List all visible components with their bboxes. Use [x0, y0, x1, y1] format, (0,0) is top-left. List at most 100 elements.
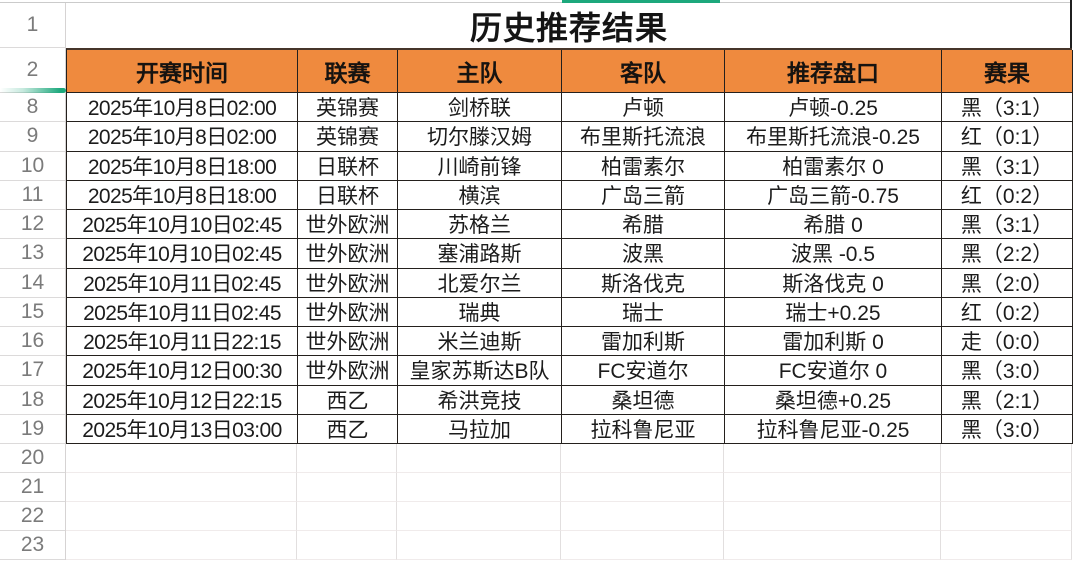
cell-league[interactable]: 西乙 [298, 414, 398, 444]
cell-kickoff-time[interactable]: 2025年10月11日22:15 [67, 327, 298, 357]
row-number[interactable]: 12 [0, 210, 65, 240]
empty-cell[interactable] [397, 444, 561, 473]
cell-league[interactable]: 西乙 [298, 385, 398, 415]
row-number[interactable]: 8 [0, 93, 65, 123]
empty-cell[interactable] [66, 444, 297, 473]
header-handicap[interactable]: 推荐盘口 [725, 50, 942, 93]
cell-handicap[interactable]: 桑坦德+0.25 [725, 385, 942, 415]
empty-cell[interactable] [397, 531, 561, 560]
cell-result[interactable]: 黑（3:0） [942, 356, 1073, 386]
cell-result[interactable]: 红（0:2） [942, 297, 1073, 327]
cell-away-team[interactable]: 希腊 [562, 210, 725, 240]
row-number[interactable]: 14 [0, 269, 65, 298]
cell-kickoff-time[interactable]: 2025年10月12日22:15 [67, 385, 298, 415]
cell-result[interactable]: 黑（3:0） [942, 414, 1073, 444]
cell-away-team[interactable]: 卢顿 [562, 93, 725, 123]
cell-result[interactable]: 走（0:0） [942, 327, 1073, 357]
cell-handicap[interactable]: FC安道尔 0 [725, 356, 942, 386]
empty-cell[interactable] [941, 473, 1072, 502]
cell-league[interactable]: 日联杯 [298, 151, 398, 181]
title-cell[interactable]: 历史推荐结果 [66, 3, 1072, 48]
cell-home-team[interactable]: 米兰迪斯 [398, 327, 562, 357]
cell-away-team[interactable]: 广岛三箭 [562, 180, 725, 210]
header-result[interactable]: 赛果 [942, 50, 1073, 93]
cell-kickoff-time[interactable]: 2025年10月10日02:45 [67, 210, 298, 240]
cell-result[interactable]: 黑（2:0） [942, 268, 1073, 298]
cell-away-team[interactable]: 桑坦德 [562, 385, 725, 415]
cell-away-team[interactable]: 瑞士 [562, 297, 725, 327]
cell-kickoff-time[interactable]: 2025年10月12日00:30 [67, 356, 298, 386]
cell-away-team[interactable]: FC安道尔 [562, 356, 725, 386]
row-number[interactable]: 23 [0, 531, 65, 560]
empty-cell[interactable] [66, 473, 297, 502]
cell-handicap[interactable]: 瑞士+0.25 [725, 297, 942, 327]
cell-handicap[interactable]: 波黑 -0.5 [725, 239, 942, 269]
header-league[interactable]: 联赛 [298, 50, 398, 93]
empty-cell[interactable] [297, 531, 397, 560]
empty-cell[interactable] [397, 502, 561, 531]
row-number[interactable]: 15 [0, 298, 65, 327]
cell-kickoff-time[interactable]: 2025年10月8日02:00 [67, 122, 298, 152]
cell-result[interactable]: 红（0:2） [942, 180, 1073, 210]
row-number[interactable]: 11 [0, 181, 65, 210]
cell-away-team[interactable]: 柏雷素尔 [562, 151, 725, 181]
empty-cell[interactable] [297, 473, 397, 502]
empty-cell[interactable] [941, 502, 1072, 531]
cell-handicap[interactable]: 希腊 0 [725, 210, 942, 240]
empty-cell[interactable] [297, 502, 397, 531]
cell-league[interactable]: 世外欧洲 [298, 356, 398, 386]
cell-league[interactable]: 世外欧洲 [298, 268, 398, 298]
empty-cell[interactable] [66, 502, 297, 531]
row-number[interactable]: 13 [0, 239, 65, 269]
empty-cell[interactable] [724, 444, 941, 473]
row-number[interactable]: 18 [0, 386, 65, 415]
cell-home-team[interactable]: 塞浦路斯 [398, 239, 562, 269]
cell-result[interactable]: 黑（2:1） [942, 385, 1073, 415]
empty-cell[interactable] [397, 473, 561, 502]
cell-away-team[interactable]: 拉科鲁尼亚 [562, 414, 725, 444]
empty-cell[interactable] [66, 531, 297, 560]
cell-home-team[interactable]: 希洪竞技 [398, 385, 562, 415]
row-number[interactable]: 2 [0, 48, 65, 93]
header-kickoff-time[interactable]: 开赛时间 [67, 50, 298, 93]
cell-league[interactable]: 世外欧洲 [298, 210, 398, 240]
cell-kickoff-time[interactable]: 2025年10月13日03:00 [67, 414, 298, 444]
cell-home-team[interactable]: 马拉加 [398, 414, 562, 444]
cell-league[interactable]: 日联杯 [298, 180, 398, 210]
cell-handicap[interactable]: 雷加利斯 0 [725, 327, 942, 357]
cell-home-team[interactable]: 横滨 [398, 180, 562, 210]
cell-handicap[interactable]: 布里斯托流浪-0.25 [725, 122, 942, 152]
row-number[interactable]: 1 [0, 3, 65, 48]
cell-kickoff-time[interactable]: 2025年10月11日02:45 [67, 268, 298, 298]
cell-kickoff-time[interactable]: 2025年10月8日18:00 [67, 151, 298, 181]
cell-handicap[interactable]: 卢顿-0.25 [725, 93, 942, 123]
cell-kickoff-time[interactable]: 2025年10月10日02:45 [67, 239, 298, 269]
cell-handicap[interactable]: 广岛三箭-0.75 [725, 180, 942, 210]
cell-away-team[interactable]: 布里斯托流浪 [562, 122, 725, 152]
cell-home-team[interactable]: 苏格兰 [398, 210, 562, 240]
row-number[interactable]: 21 [0, 473, 65, 502]
cell-home-team[interactable]: 皇家苏斯达B队 [398, 356, 562, 386]
empty-cell[interactable] [561, 531, 724, 560]
cell-kickoff-time[interactable]: 2025年10月11日02:45 [67, 297, 298, 327]
cell-result[interactable]: 黑（3:1） [942, 151, 1073, 181]
row-number[interactable]: 10 [0, 152, 65, 181]
cell-kickoff-time[interactable]: 2025年10月8日18:00 [67, 180, 298, 210]
empty-cell[interactable] [724, 531, 941, 560]
empty-cell[interactable] [561, 444, 724, 473]
cell-away-team[interactable]: 波黑 [562, 239, 725, 269]
cell-result[interactable]: 黑（3:1） [942, 93, 1073, 123]
cell-home-team[interactable]: 剑桥联 [398, 93, 562, 123]
cell-result[interactable]: 黑（2:2） [942, 239, 1073, 269]
empty-cell[interactable] [724, 502, 941, 531]
empty-cell[interactable] [724, 473, 941, 502]
cell-handicap[interactable]: 柏雷素尔 0 [725, 151, 942, 181]
cell-result[interactable]: 黑（3:1） [942, 210, 1073, 240]
row-number[interactable]: 19 [0, 415, 65, 444]
row-number[interactable]: 16 [0, 327, 65, 357]
cell-league[interactable]: 世外欧洲 [298, 327, 398, 357]
empty-cell[interactable] [561, 473, 724, 502]
cell-kickoff-time[interactable]: 2025年10月8日02:00 [67, 93, 298, 123]
empty-cell[interactable] [561, 502, 724, 531]
cell-home-team[interactable]: 瑞典 [398, 297, 562, 327]
